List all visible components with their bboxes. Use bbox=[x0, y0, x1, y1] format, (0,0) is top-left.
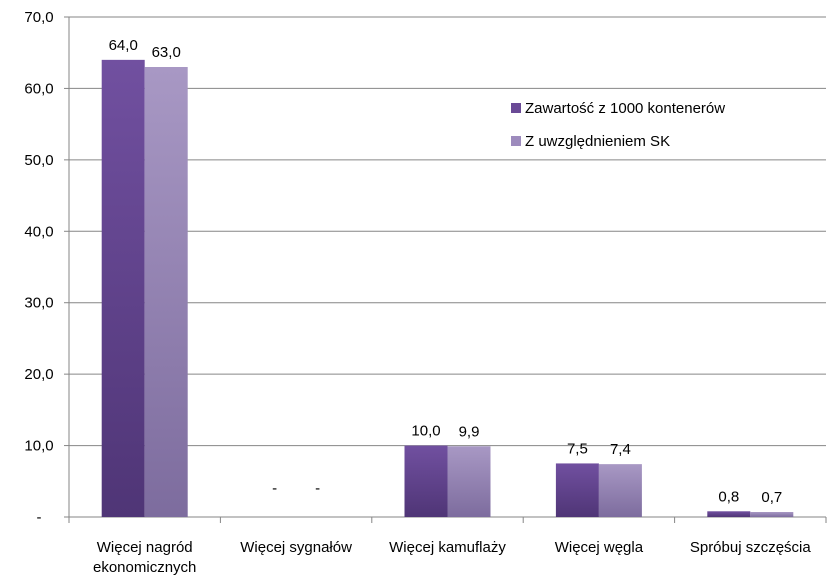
y-tick-label: 30,0 bbox=[24, 295, 53, 312]
gridlines bbox=[69, 16, 826, 447]
legend-swatch bbox=[511, 103, 521, 113]
data-label: 0,8 bbox=[718, 488, 739, 505]
bar-series1 bbox=[404, 445, 448, 517]
y-tick-label: 40,0 bbox=[24, 223, 53, 240]
legend-swatch bbox=[511, 136, 521, 146]
category-label: Więcej sygnałów bbox=[240, 539, 352, 556]
bar-series1 bbox=[101, 59, 145, 517]
data-labels: 64,0 - 10,0 7,5 0,8 63,0 - 9,9 7,4 0,7 bbox=[109, 37, 783, 506]
data-label: - bbox=[272, 480, 277, 497]
data-label: 10,0 bbox=[411, 423, 440, 440]
bar-series2 bbox=[447, 446, 491, 517]
y-tick-label: 70,0 bbox=[24, 9, 53, 26]
bar-series1 bbox=[555, 463, 599, 517]
category-label: Spróbuj szczęścia bbox=[690, 539, 812, 556]
y-tick-label: 50,0 bbox=[24, 152, 53, 169]
legend: Zawartość z 1000 kontenerów Z uwzględnien… bbox=[511, 100, 725, 150]
y-tick-label: 10,0 bbox=[24, 438, 53, 455]
bar-series2 bbox=[144, 67, 188, 517]
y-tick-label: 60,0 bbox=[24, 80, 53, 97]
category-label: Więcej nagród ekonomicznych bbox=[93, 539, 196, 576]
bar-series2 bbox=[750, 512, 794, 517]
legend-label: Z uwzględnieniem SK bbox=[525, 133, 670, 150]
data-label: - bbox=[315, 480, 320, 497]
data-label: 7,4 bbox=[610, 441, 631, 458]
y-tick-label: - bbox=[37, 509, 42, 526]
data-label: 0,7 bbox=[761, 489, 782, 506]
y-tick-label: 20,0 bbox=[24, 366, 53, 383]
data-label: 9,9 bbox=[459, 423, 480, 440]
category-label: Więcej kamuflaży bbox=[389, 539, 506, 556]
bar-series1 bbox=[707, 511, 751, 517]
data-label: 63,0 bbox=[152, 44, 181, 61]
legend-label: Zawartość z 1000 kontenerów bbox=[525, 100, 725, 117]
data-label: 64,0 bbox=[109, 37, 138, 54]
bars bbox=[101, 59, 794, 517]
category-label: Więcej węgla bbox=[555, 539, 644, 556]
bar-series2 bbox=[598, 464, 642, 517]
axes: - 10,0 20,0 30,0 40,0 50,0 60,0 70,0 Więcej nagr… bbox=[24, 9, 827, 576]
data-label: 7,5 bbox=[567, 440, 588, 457]
